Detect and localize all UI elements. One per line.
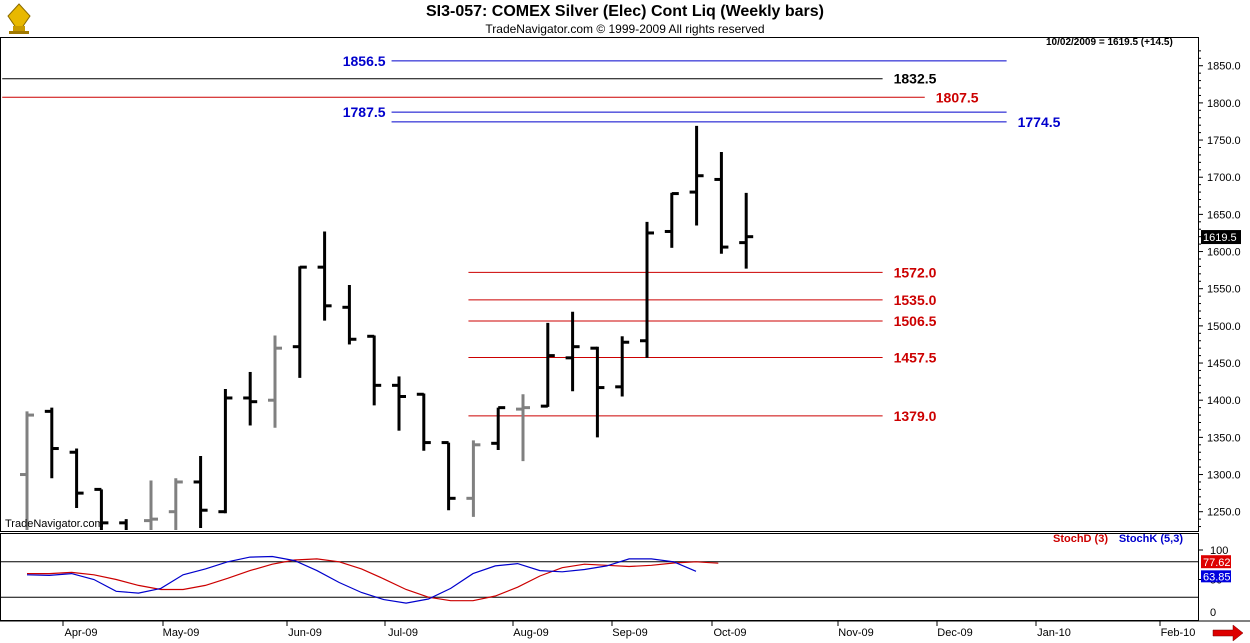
x-tick-label: Dec-09 [937,627,972,639]
gold-trophy-icon[interactable] [2,2,36,36]
ohlc-bar [640,221,654,358]
ohlc-bar [491,406,506,451]
level-label-1856.5: 1856.5 [343,53,386,69]
ohlc-bar [615,336,630,397]
x-tick-label: Nov-09 [838,627,873,639]
level-label-1572.0: 1572.0 [894,264,937,280]
ohlc-bar [193,455,208,529]
ohlc-bar [416,392,431,451]
level-label-1832.5: 1832.5 [894,71,937,87]
watermark: TradeNavigator.com [5,518,104,530]
stoch-d-last-tag [1201,555,1231,569]
y-tick-label: 1650.0 [1207,209,1241,221]
y-tick-label: 1600.0 [1207,247,1241,259]
ohlc-bar [664,192,679,248]
ohlc-bar [119,519,128,530]
ohlc-bar [689,125,704,226]
ohlc-bar [540,322,555,408]
x-tick-label: Jun-09 [288,627,322,639]
y-tick-label: 1700.0 [1207,172,1241,184]
ohlc-bar [144,480,158,530]
level-label-1535.0: 1535.0 [894,292,937,308]
date-readout: 10/02/2009 = 1619.5 (+14.5) [1046,37,1173,48]
ohlc-bar [367,334,382,406]
ohlc-bar [739,192,754,269]
ohlc-bar [94,487,109,530]
ohlc-bar [714,151,729,254]
last-price-tag [1201,230,1241,245]
level-label-1457.5: 1457.5 [894,349,937,365]
y-tick-label: 1250.0 [1207,507,1241,519]
ohlc-bar [268,335,282,428]
ohlc-bar [392,376,406,431]
x-tick-label: Aug-09 [513,627,548,639]
legend-stoch-d: StochD (3) [1053,533,1108,545]
stoch-k-last-value: 63.85 [1203,571,1231,583]
level-label-1774.5: 1774.5 [1018,114,1061,130]
level-label-1506.5: 1506.5 [894,313,937,329]
ohlc-bar [168,478,183,530]
ohlc-bar [243,371,258,426]
series-line-StochK (5,3) [26,555,697,604]
y-tick-label: 1850.0 [1207,61,1241,73]
y-tick-label: 1400.0 [1207,395,1241,407]
ohlc-bar [317,231,332,321]
ohlc-bar [516,394,530,462]
level-label-1379.0: 1379.0 [894,408,937,424]
stoch-tick-label: 100 [1210,545,1228,557]
stoch-k-last-tag [1201,570,1231,583]
y-tick-label: 1350.0 [1207,432,1241,444]
x-tick-label: May-09 [163,627,200,639]
y-tick-label: 1550.0 [1207,284,1241,296]
x-tick-label: Oct-09 [713,627,746,639]
level-label-1787.5: 1787.5 [343,104,386,120]
ohlc-bar [20,411,34,530]
x-tick-label: Feb-10 [1161,627,1196,639]
series-line-StochD (3) [27,558,719,602]
stoch-tick-label: 0 [1210,607,1216,619]
x-tick-label: Apr-09 [64,627,97,639]
scroll-right-arrow-icon[interactable] [1212,624,1244,642]
stoch-d-last-value: 77.62 [1203,557,1231,569]
ohlc-bar [590,346,605,438]
level-label-1807.5: 1807.5 [936,89,979,105]
y-tick-label: 1500.0 [1207,321,1241,333]
ohlc-bar [292,265,307,378]
y-tick-label: 1450.0 [1207,358,1241,370]
x-tick-label: Jan-10 [1037,627,1071,639]
x-tick-label: Sep-09 [612,627,647,639]
x-tick-label: Jul-09 [388,627,418,639]
ohlc-bar [218,389,233,514]
main-plot-frame [0,37,1199,532]
last-price-label: 1619.5 [1203,232,1237,244]
ohlc-bar [441,441,456,511]
ohlc-bar [69,448,84,508]
ohlc-bar [565,311,580,392]
ohlc-bar [342,284,357,345]
chart-title: SI3-057: COMEX Silver (Elec) Cont Liq (W… [425,3,825,20]
ohlc-bar [44,407,59,479]
ohlc-bar [466,440,481,517]
chart-subtitle: TradeNavigator.com © 1999-2009 All right… [485,22,765,36]
y-tick-label: 1750.0 [1207,135,1241,147]
y-tick-label: 1800.0 [1207,98,1241,110]
y-tick-label: 1300.0 [1207,470,1241,482]
legend-stoch-k: StochK (5,3) [1119,533,1184,545]
